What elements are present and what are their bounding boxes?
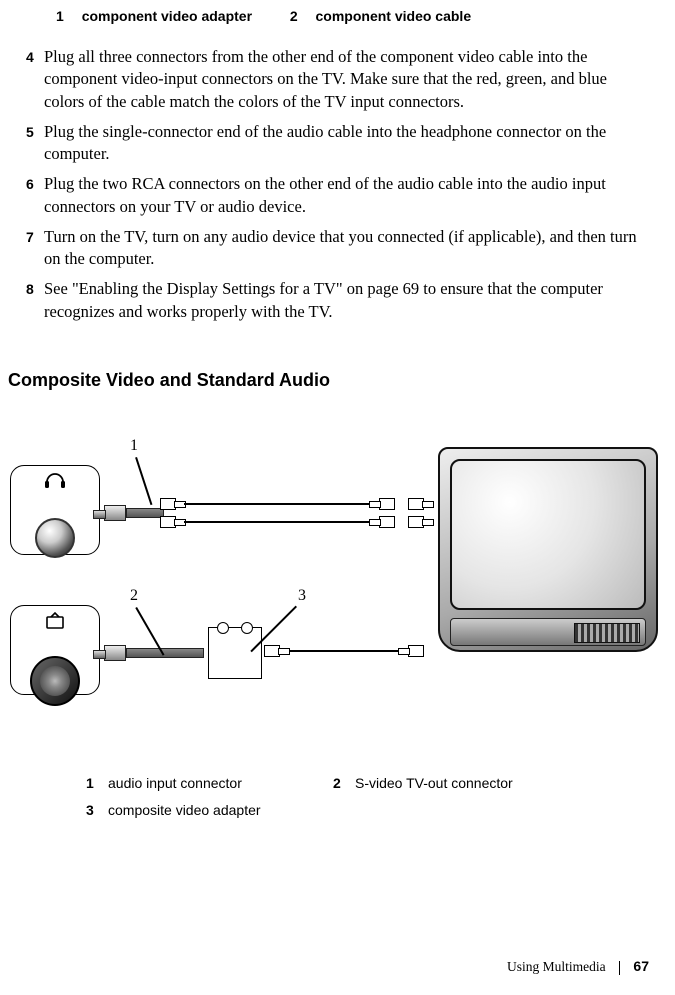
step: 8 See "Enabling the Display Settings for…	[26, 278, 643, 323]
callout-line	[136, 457, 153, 505]
subsection-heading: Composite Video and Standard Audio	[8, 370, 330, 391]
step-text: Plug the single-connector end of the aud…	[44, 121, 643, 166]
step: 4 Plug all three connectors from the oth…	[26, 46, 643, 113]
wire	[184, 521, 379, 523]
footer-page-num: 67	[633, 958, 649, 974]
audio-plug-left	[104, 505, 126, 521]
tv-icon	[44, 612, 66, 635]
diagram: 1 2 3	[8, 415, 668, 760]
legend-1-text: component video adapter	[82, 8, 252, 24]
headphone-icon	[43, 472, 67, 495]
callout-3: 3	[298, 587, 306, 605]
bl-num: 3	[86, 797, 108, 824]
composite-plug	[264, 645, 280, 657]
step-num: 5	[26, 123, 44, 166]
step-text: See "Enabling the Display Settings for a…	[44, 278, 643, 323]
step: 7 Turn on the TV, turn on any audio devi…	[26, 226, 643, 271]
svideo-plug	[104, 645, 126, 661]
bl-num: 1	[86, 770, 108, 797]
tv-illustration	[438, 447, 658, 652]
bottom-legend: 1 audio input connector 2 S-video TV-out…	[86, 770, 580, 823]
legend-2-num: 2	[290, 8, 298, 24]
step: 5 Plug the single-connector end of the a…	[26, 121, 643, 166]
svideo-port	[10, 605, 100, 695]
svideo-jack	[30, 656, 80, 706]
legend-1-num: 1	[56, 8, 64, 24]
bl-text: composite video adapter	[108, 797, 333, 824]
step-num: 8	[26, 280, 44, 323]
wire	[290, 650, 408, 652]
audio-port	[10, 465, 100, 555]
step-text: Plug the two RCA connectors on the other…	[44, 173, 643, 218]
tv-input	[408, 516, 424, 528]
composite-adapter	[208, 627, 262, 679]
step-text: Plug all three connectors from the other…	[44, 46, 643, 113]
bl-text: audio input connector	[108, 770, 333, 797]
tv-input	[408, 498, 424, 510]
step-num: 7	[26, 228, 44, 271]
bl-num: 2	[333, 770, 355, 797]
audio-jack	[35, 518, 75, 558]
step: 6 Plug the two RCA connectors on the oth…	[26, 173, 643, 218]
footer-sep	[619, 961, 620, 975]
rca-plug	[160, 498, 176, 510]
rca-plug	[160, 516, 176, 528]
page: 1 component video adapter 2 component vi…	[0, 0, 675, 995]
bl-text: S-video TV-out connector	[355, 770, 580, 797]
steps-list: 4 Plug all three connectors from the oth…	[26, 46, 643, 331]
step-num: 4	[26, 48, 44, 113]
footer-section: Using Multimedia	[507, 959, 606, 974]
callout-1: 1	[130, 437, 138, 455]
rca-plug-tv	[379, 516, 395, 528]
composite-plug-tv	[408, 645, 424, 657]
step-text: Turn on the TV, turn on any audio device…	[44, 226, 643, 271]
step-num: 6	[26, 175, 44, 218]
legend-2-text: component video cable	[316, 8, 472, 24]
svideo-cable	[126, 648, 204, 658]
rca-plug-tv	[379, 498, 395, 510]
page-footer: Using Multimedia 67	[507, 958, 649, 975]
callout-2: 2	[130, 587, 138, 605]
audio-cable	[126, 508, 164, 518]
wire	[184, 503, 379, 505]
top-legend: 1 component video adapter 2 component vi…	[56, 8, 471, 24]
